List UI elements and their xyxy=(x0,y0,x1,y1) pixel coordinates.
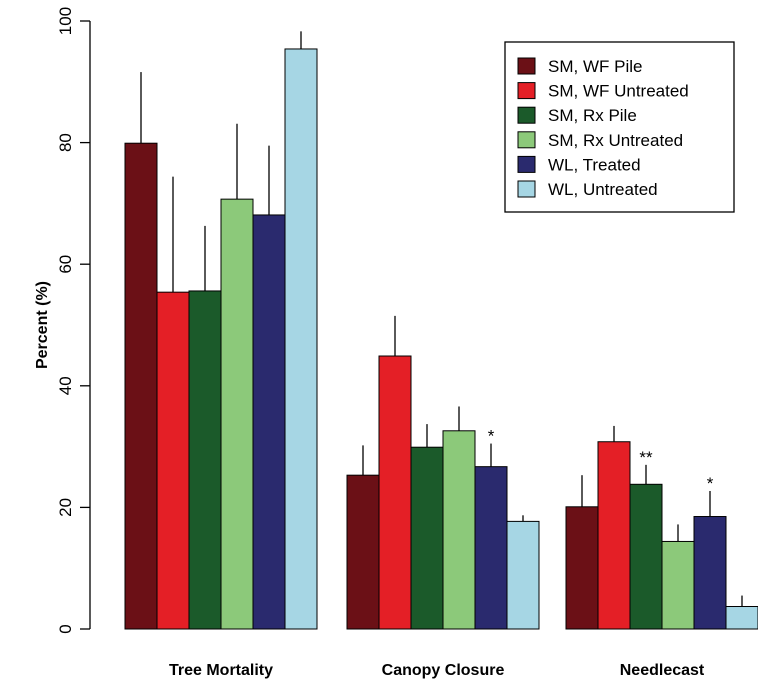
bar xyxy=(630,484,662,629)
y-axis: 0 20 40 60 80 100 xyxy=(56,7,90,634)
significance-marker: ** xyxy=(639,448,653,467)
legend-swatch xyxy=(518,83,535,99)
y-tick-label: 0 xyxy=(56,624,75,633)
bar xyxy=(347,475,379,629)
bar xyxy=(285,49,317,629)
bar xyxy=(411,447,443,629)
legend-label: WL, Untreated xyxy=(548,180,658,199)
significance-marker: * xyxy=(488,427,495,446)
legend-label: SM, WF Untreated xyxy=(548,82,689,101)
bar xyxy=(507,521,539,629)
legend-label: SM, Rx Pile xyxy=(548,106,637,125)
legend: SM, WF Pile SM, WF Untreated SM, Rx Pile SM… xyxy=(505,42,734,212)
x-category-label: Tree Mortality xyxy=(169,662,273,679)
y-tick-label: 80 xyxy=(56,133,75,152)
x-category-label: Canopy Closure xyxy=(382,662,505,679)
legend-swatch xyxy=(518,107,535,123)
bar xyxy=(189,291,221,629)
x-category-label: Needlecast xyxy=(620,662,705,679)
bar xyxy=(221,199,253,629)
bar xyxy=(125,143,157,629)
y-tick-label: 100 xyxy=(56,7,75,35)
legend-label: WL, Treated xyxy=(548,155,641,174)
bar xyxy=(157,292,189,629)
legend-swatch xyxy=(518,156,535,172)
bar xyxy=(662,541,694,629)
legend-swatch xyxy=(518,132,535,148)
significance-marker: * xyxy=(707,474,714,493)
bar xyxy=(379,356,411,629)
y-tick-label: 40 xyxy=(56,376,75,395)
bar xyxy=(253,215,285,629)
y-tick-label: 20 xyxy=(56,498,75,517)
category-labels: Tree Mortality Canopy Closure Needlecast xyxy=(169,662,705,679)
legend-label: SM, WF Pile xyxy=(548,57,642,76)
legend-swatch xyxy=(518,181,535,197)
legend-swatch xyxy=(518,58,535,74)
y-axis-title: Percent (%) xyxy=(34,281,51,369)
y-tick-label: 60 xyxy=(56,255,75,274)
bar xyxy=(726,607,758,629)
bar xyxy=(598,442,630,629)
bar xyxy=(443,431,475,629)
legend-label: SM, Rx Untreated xyxy=(548,131,683,150)
bar xyxy=(475,467,507,629)
bar xyxy=(694,517,726,629)
bar xyxy=(566,507,598,629)
